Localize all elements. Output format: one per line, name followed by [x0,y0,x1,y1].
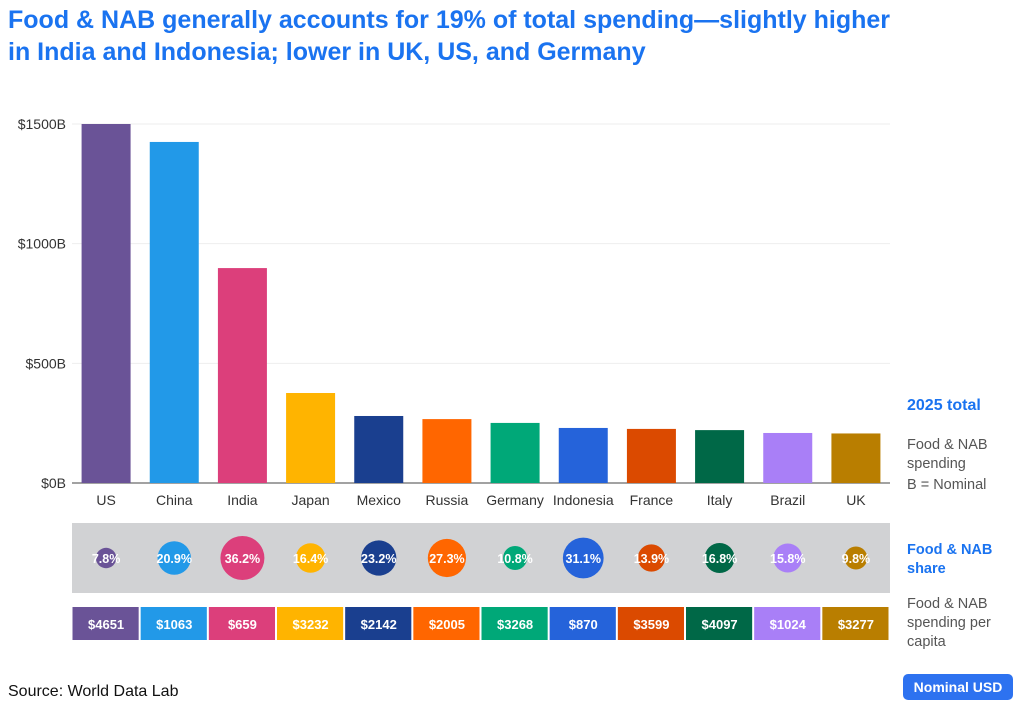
per-capita-cell [481,607,548,640]
share-band [72,523,890,593]
bar-italy [695,430,745,483]
per-capita-label: $4651 [88,617,124,632]
chart-title: Food & NAB generally accounts for 19% of… [8,6,891,66]
share-bubble [157,541,191,575]
per-capita-cell [345,607,412,640]
share-bubble [844,546,868,570]
share-bubble [295,543,326,573]
share-bubble [773,543,803,573]
y-tick-label: $1500B [18,116,66,132]
per-capita-cell [277,607,344,640]
nominal-usd-button[interactable]: Nominal USD [903,674,1013,700]
share-label: 23.2% [361,552,396,566]
source-note: Source: World Data Lab [8,683,179,700]
bar-russia [422,419,472,483]
x-tick-label: Germany [486,492,544,508]
legend-total-desc: Food & NAB spending [907,437,988,472]
legend-share-title: Food & NAB share [907,542,993,577]
per-capita-label: $659 [228,617,257,632]
per-capita-label: $3277 [838,617,874,632]
x-tick-label: Japan [292,492,330,508]
share-label: 31.1% [566,552,601,566]
x-tick-label: China [156,492,193,508]
share-bubble [427,538,467,578]
per-capita-cell [140,607,207,640]
per-capita-cell [686,607,753,640]
per-capita-cell [617,607,684,640]
share-bubble [503,545,528,571]
per-capita-label: $2005 [429,617,465,632]
share-label: 16.8% [702,552,737,566]
bar-japan [286,393,336,483]
x-tick-label: Indonesia [553,492,614,508]
per-capita-label: $2142 [361,617,397,632]
share-bubble [361,540,397,576]
bar-indonesia [558,427,608,483]
y-tick-label: $500B [26,355,66,371]
bar-china [149,141,199,483]
per-capita-label: $3599 [633,617,669,632]
legend-total-title: 2025 total [907,397,981,414]
bar-germany [490,422,540,483]
share-label: 13.9% [634,552,669,566]
per-capita-label: $1063 [156,617,192,632]
bar-france [626,428,676,483]
share-label: 20.9% [157,552,192,566]
bar-uk [831,433,881,483]
per-capita-label: $3232 [293,617,329,632]
x-tick-label: Brazil [770,492,805,508]
per-capita-cell [549,607,616,640]
x-tick-label: Mexico [357,492,402,508]
per-capita-label: $3268 [497,617,533,632]
bar-mexico [354,415,404,483]
share-label: 27.3% [429,552,464,566]
share-label: 9.8% [842,552,871,566]
share-label: 15.8% [770,552,805,566]
per-capita-label: $4097 [702,617,738,632]
share-bubble [562,537,604,579]
y-tick-label: $1000B [18,236,66,252]
x-tick-label: UK [846,492,866,508]
share-bubble [637,544,666,572]
x-tick-label: France [630,492,674,508]
bar-us [81,124,131,483]
y-tick-label: $0B [41,475,66,491]
legend-per-capita-desc: Food & NAB spending per capita [907,596,991,650]
bar-india [217,268,267,483]
x-tick-label: India [227,492,258,508]
x-tick-label: Russia [426,492,469,508]
per-capita-cell [822,607,889,640]
per-capita-label: $870 [569,617,598,632]
per-capita-cell [208,607,275,640]
legend-total-note: B = Nominal [907,477,987,493]
per-capita-cell [754,607,821,640]
share-label: 10.8% [497,552,532,566]
per-capita-label: $1024 [770,617,807,632]
share-label: 16.4% [293,552,328,566]
share-bubble [220,536,265,580]
per-capita-cell [413,607,480,640]
share-label: 7.8% [92,552,121,566]
share-label: 36.2% [225,552,260,566]
bar-brazil [763,432,813,483]
share-bubble [704,543,735,573]
x-tick-label: Italy [707,492,733,508]
per-capita-cell [72,607,139,640]
share-bubble [95,547,117,569]
x-tick-label: US [96,492,115,508]
